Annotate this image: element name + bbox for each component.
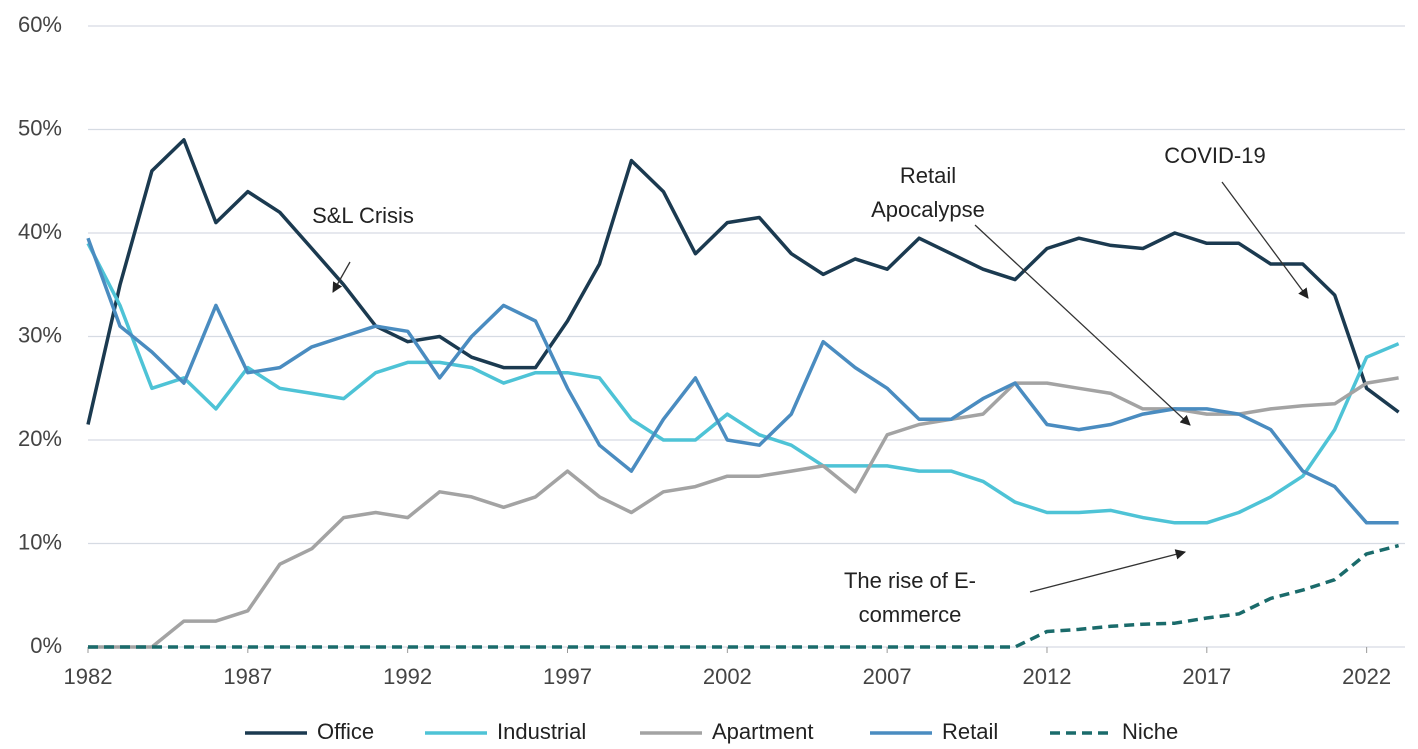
legend-label: Apartment [712, 719, 814, 744]
annotation-arrow [1221, 181, 1309, 299]
y-tick-label: 60% [18, 12, 62, 37]
x-tick-label: 1992 [383, 664, 432, 689]
legend-label: Niche [1122, 719, 1178, 744]
x-tick-label: 1997 [543, 664, 592, 689]
series-line [88, 376, 1399, 649]
y-tick-label: 0% [30, 633, 62, 658]
x-tick-label: 1987 [223, 664, 272, 689]
annotation: COVID-19 [1164, 143, 1265, 168]
annotation: Apocalypse [871, 197, 985, 222]
annotation: commerce [859, 602, 962, 627]
y-tick-label: 30% [18, 322, 62, 347]
x-tick-label: 1982 [64, 664, 113, 689]
y-tick-label: 20% [18, 426, 62, 451]
legend-label: Retail [942, 719, 998, 744]
y-tick-label: 40% [18, 219, 62, 244]
x-tick-label: 2007 [863, 664, 912, 689]
legend-label: Office [317, 719, 374, 744]
annotation-arrow [1029, 549, 1187, 593]
annotation-arrow [974, 224, 1191, 426]
x-tick-label: 2012 [1023, 664, 1072, 689]
annotation: S&L Crisis [312, 203, 414, 228]
series-line [88, 543, 1400, 649]
x-tick-label: 2022 [1342, 664, 1391, 689]
series-line [86, 242, 1400, 525]
x-tick-label: 2002 [703, 664, 752, 689]
y-tick-label: 10% [18, 529, 62, 554]
series-line [86, 138, 1400, 425]
x-tick-label: 2017 [1182, 664, 1231, 689]
annotation: The rise of E- [844, 568, 976, 593]
series-line [86, 237, 1399, 525]
annotation: Retail [900, 163, 956, 188]
y-tick-label: 50% [18, 115, 62, 140]
annotation-arrow [332, 261, 351, 293]
legend-label: Industrial [497, 719, 586, 744]
